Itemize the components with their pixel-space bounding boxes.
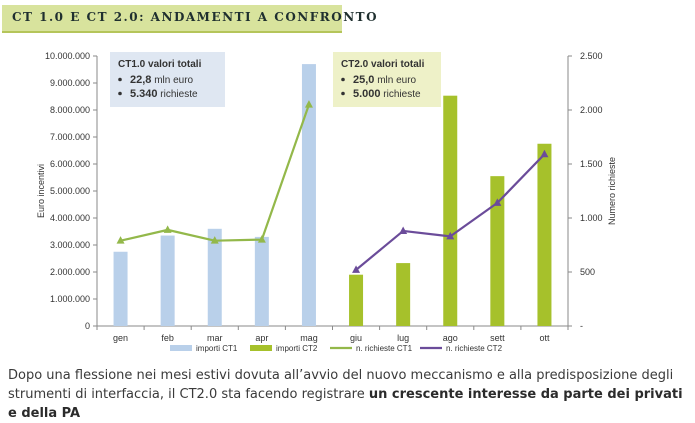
x-tick-label: mag: [300, 333, 318, 343]
bar-importi-ct2: [537, 143, 552, 326]
bar-importi-ct1: [207, 228, 222, 326]
annotation-bullet: [118, 91, 122, 96]
annotation-item: 5.000 richieste: [353, 88, 421, 100]
bar-importi-ct1: [113, 251, 128, 326]
annotation-box: [110, 52, 225, 107]
point-n-richieste-ct1: [304, 100, 313, 108]
chart: 0 1.000.000 2.000.000 3.000.000 4.000.000 5.0…: [36, 51, 617, 353]
point-n-richieste-ct2: [352, 265, 361, 273]
line-n-richieste-ct1: [120, 104, 310, 242]
y-right-tick-label: 500: [580, 267, 595, 277]
legend-label: n. richieste CT2: [446, 344, 503, 353]
bar-importi-ct2: [349, 274, 364, 326]
annotation-item: 5.340 richieste: [130, 88, 198, 100]
annotation-item: 22,8 mln euro: [130, 74, 194, 86]
bar-importi-ct1: [160, 235, 175, 326]
legend-swatch: [170, 345, 192, 351]
point-n-richieste-ct1: [257, 235, 266, 243]
bar-importi-ct1: [301, 64, 316, 326]
y-left-tick-label: 6.000.000: [50, 159, 90, 169]
bar-importi-ct2: [443, 95, 458, 326]
y-right-tick-label: 2.000: [580, 105, 603, 115]
caption-text: Dopo una flessione nei mesi estivi dovut…: [8, 368, 674, 402]
x-tick-label: ott: [539, 333, 550, 343]
annotation-unit: mln euro: [374, 75, 416, 86]
y-left-axis-title: Euro incentivi: [36, 164, 46, 218]
y-left-tick-label: 1.000.000: [50, 294, 90, 304]
y-right-tick-label: 1.000: [580, 213, 603, 223]
y-left-tick-label: 3.000.000: [50, 240, 90, 250]
annotation-title: CT2.0 valori totali: [341, 59, 425, 70]
annotation-value: 5.340: [130, 88, 158, 100]
y-left-tick-label: 10.000.000: [45, 51, 90, 61]
annotation-bullet: [341, 91, 345, 96]
annotation-item: 25,0 mln euro: [353, 74, 417, 86]
annotation-bullet: [341, 77, 345, 82]
y-left-tick-label: 0: [85, 321, 90, 331]
x-tick-label: gen: [113, 333, 128, 343]
legend-swatch: [250, 345, 272, 351]
x-tick-label: feb: [161, 333, 174, 343]
y-left-tick-label: 5.000.000: [50, 186, 90, 196]
bar-importi-ct2: [396, 263, 411, 326]
y-right-tick-label: -: [580, 321, 583, 331]
point-n-richieste-ct2: [446, 231, 455, 240]
point-n-richieste-ct1: [163, 225, 172, 233]
x-tick-label: mar: [207, 333, 223, 343]
x-tick-label: ago: [443, 333, 458, 343]
annotation-value: 25,0: [353, 74, 374, 86]
legend-label: importi CT1: [196, 344, 238, 353]
point-n-richieste-ct2: [540, 149, 549, 158]
x-tick-label: lug: [397, 333, 409, 343]
y-right-tick-label: 2.500: [580, 51, 603, 61]
title-banner: CT 1.0 E CT 2.0: ANDAMENTI A CONFRONTO: [2, 5, 377, 33]
y-left-tick-label: 2.000.000: [50, 267, 90, 277]
annotation-unit: mln euro: [151, 75, 193, 86]
annotation-box: [333, 52, 441, 107]
point-n-richieste-ct1: [116, 236, 125, 244]
caption: Dopo una flessione nei mesi estivi dovut…: [8, 366, 692, 423]
bar-importi-ct2: [490, 176, 505, 326]
x-tick-label: giu: [350, 333, 362, 343]
annotation-value: 22,8: [130, 74, 151, 86]
legend-label: n. richieste CT1: [356, 344, 413, 353]
x-tick-label: apr: [255, 333, 268, 343]
y-right-axis-title: Numero richieste: [607, 157, 617, 225]
bar-importi-ct1: [254, 236, 269, 326]
annotation-unit: richieste: [158, 89, 198, 100]
y-right-tick-label: 1.500: [580, 159, 603, 169]
annotation-value: 5.000: [353, 88, 381, 100]
point-n-richieste-ct1: [210, 236, 219, 244]
annotation-bullet: [118, 77, 122, 82]
point-n-richieste-ct2: [493, 198, 502, 206]
page-title: CT 1.0 E CT 2.0: ANDAMENTI A CONFRONTO: [12, 10, 379, 24]
y-left-tick-label: 4.000.000: [50, 213, 90, 223]
annotation-unit: richieste: [381, 89, 421, 100]
point-n-richieste-ct2: [399, 226, 408, 234]
annotation-title: CT1.0 valori totali: [118, 59, 202, 70]
y-left-tick-label: 9.000.000: [50, 78, 90, 88]
x-tick-label: sett: [490, 333, 505, 343]
y-left-tick-label: 7.000.000: [50, 132, 90, 142]
legend-label: importi CT2: [276, 344, 318, 353]
y-left-tick-label: 8.000.000: [50, 105, 90, 115]
